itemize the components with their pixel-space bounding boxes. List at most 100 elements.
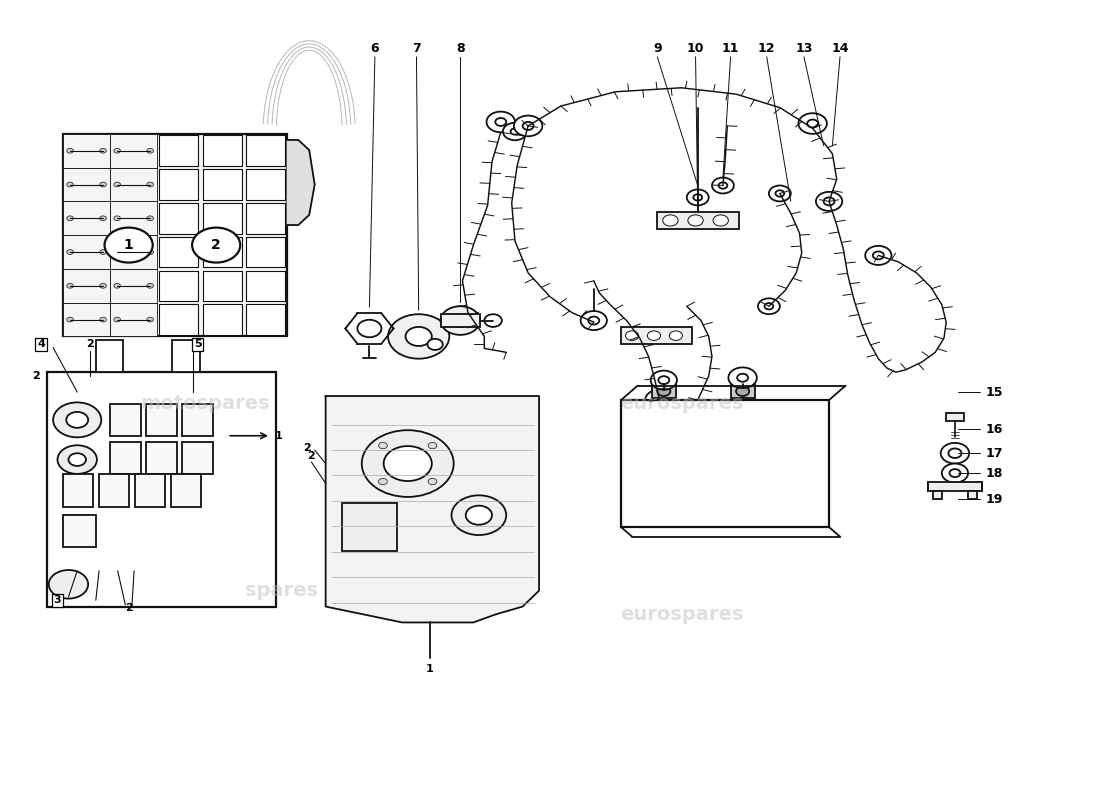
Bar xyxy=(172,474,201,507)
Bar xyxy=(160,304,198,335)
Text: 19: 19 xyxy=(986,493,1003,506)
Bar xyxy=(202,304,242,335)
Bar xyxy=(946,413,964,421)
Bar xyxy=(246,237,285,267)
Circle shape xyxy=(114,283,120,288)
Circle shape xyxy=(147,216,153,221)
Text: 9: 9 xyxy=(653,42,661,55)
Bar xyxy=(183,404,213,436)
Circle shape xyxy=(816,192,843,211)
Text: eurospares: eurospares xyxy=(619,605,742,624)
Bar xyxy=(63,474,92,507)
Bar xyxy=(246,170,285,200)
Circle shape xyxy=(114,216,120,221)
Bar xyxy=(46,372,276,606)
Bar xyxy=(342,503,397,551)
Bar xyxy=(730,384,755,398)
Circle shape xyxy=(100,182,107,187)
Bar xyxy=(110,302,157,337)
Bar xyxy=(933,491,942,499)
Circle shape xyxy=(147,182,153,187)
Bar xyxy=(110,235,157,269)
Circle shape xyxy=(873,251,883,259)
Bar xyxy=(927,482,982,491)
Text: 3: 3 xyxy=(54,595,62,605)
Circle shape xyxy=(192,228,240,262)
Bar xyxy=(202,203,242,234)
Circle shape xyxy=(581,311,607,330)
Circle shape xyxy=(769,186,791,202)
Circle shape xyxy=(67,317,74,322)
Text: 16: 16 xyxy=(986,423,1003,436)
Text: 10: 10 xyxy=(686,42,704,55)
Bar xyxy=(110,202,157,235)
Bar xyxy=(110,404,141,436)
Circle shape xyxy=(67,148,74,153)
Bar xyxy=(96,341,123,372)
Text: 2: 2 xyxy=(87,339,95,350)
Circle shape xyxy=(646,390,673,410)
Bar xyxy=(160,135,198,166)
Bar xyxy=(110,134,157,168)
Text: spares: spares xyxy=(245,581,318,600)
Circle shape xyxy=(66,412,88,428)
Circle shape xyxy=(799,114,827,134)
Text: 5: 5 xyxy=(194,339,201,350)
Circle shape xyxy=(100,148,107,153)
Circle shape xyxy=(737,374,748,382)
Bar xyxy=(246,203,285,234)
Text: 2: 2 xyxy=(308,450,316,461)
Bar xyxy=(202,135,242,166)
Bar xyxy=(146,404,177,436)
Text: 7: 7 xyxy=(412,42,421,55)
Bar xyxy=(160,237,198,267)
Circle shape xyxy=(451,495,506,535)
Bar xyxy=(246,304,285,335)
Circle shape xyxy=(48,570,88,598)
Circle shape xyxy=(686,190,708,206)
Circle shape xyxy=(384,446,432,481)
Circle shape xyxy=(758,298,780,314)
Bar xyxy=(441,314,480,327)
Text: 4: 4 xyxy=(37,339,45,350)
Bar xyxy=(183,442,213,474)
Circle shape xyxy=(147,317,153,322)
Text: 14: 14 xyxy=(832,42,849,55)
Circle shape xyxy=(114,182,120,187)
Bar xyxy=(173,341,200,372)
Circle shape xyxy=(776,190,784,197)
Circle shape xyxy=(662,215,678,226)
Circle shape xyxy=(648,331,660,341)
Text: 6: 6 xyxy=(371,42,380,55)
Text: 2: 2 xyxy=(124,603,132,613)
Text: 1: 1 xyxy=(275,430,283,441)
Circle shape xyxy=(693,194,702,201)
Text: 1: 1 xyxy=(124,238,133,252)
Bar xyxy=(110,442,141,474)
Circle shape xyxy=(654,396,664,404)
Bar xyxy=(202,170,242,200)
Bar xyxy=(63,515,96,547)
Circle shape xyxy=(68,454,86,466)
Circle shape xyxy=(651,370,676,390)
Circle shape xyxy=(100,216,107,221)
Circle shape xyxy=(451,314,469,327)
Circle shape xyxy=(67,182,74,187)
Circle shape xyxy=(465,506,492,525)
Circle shape xyxy=(669,331,682,341)
Circle shape xyxy=(588,317,600,325)
Bar xyxy=(202,270,242,301)
Circle shape xyxy=(67,250,74,254)
Bar xyxy=(202,237,242,267)
Circle shape xyxy=(358,320,382,338)
Text: 12: 12 xyxy=(758,42,776,55)
Circle shape xyxy=(712,178,734,194)
Bar xyxy=(246,135,285,166)
Bar xyxy=(135,474,165,507)
Circle shape xyxy=(486,112,515,132)
Bar xyxy=(621,400,829,527)
Circle shape xyxy=(503,122,527,140)
Bar xyxy=(246,270,285,301)
Circle shape xyxy=(658,386,670,396)
Circle shape xyxy=(428,339,442,350)
